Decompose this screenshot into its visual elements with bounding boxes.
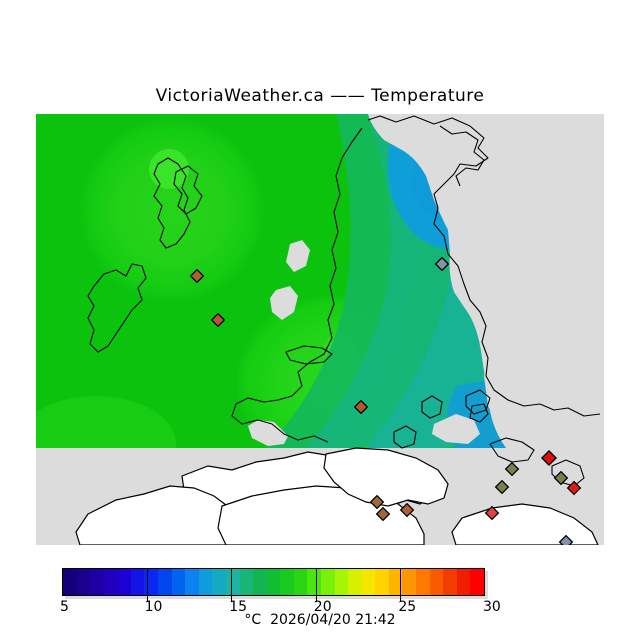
south-landmasses	[36, 447, 604, 545]
land-south-inner	[323, 447, 449, 507]
colorbar-band-21	[348, 569, 362, 595]
hot-core-northwest	[149, 149, 189, 189]
map-panel[interactable]	[36, 114, 604, 545]
colorbar-band-7	[158, 569, 172, 595]
colorbar-label-30: 30	[483, 599, 501, 615]
colorbar-band-26	[416, 569, 430, 595]
colorbar-band-15	[266, 569, 281, 595]
colorbar-band-24	[388, 569, 403, 595]
colorbar-band-8	[171, 569, 186, 595]
colorbar-band-3	[103, 569, 118, 595]
station-marker[interactable]	[553, 470, 569, 486]
station-marker[interactable]	[484, 505, 500, 521]
colorbar-band-25	[402, 569, 417, 595]
station-marker[interactable]	[353, 399, 369, 415]
island-small-east	[421, 395, 443, 419]
colorbar[interactable]	[62, 568, 485, 596]
colorbar-band-10	[198, 569, 213, 595]
station-marker[interactable]	[540, 449, 558, 467]
colorbar-label-20: 20	[313, 599, 332, 615]
station-markers[interactable]	[189, 256, 604, 545]
colorbar-band-17	[293, 569, 308, 595]
station-marker[interactable]	[399, 502, 415, 518]
colorbar-label-5: 5	[60, 599, 69, 615]
island-northwest-lobe	[173, 165, 203, 215]
colorbar-band-1	[76, 569, 91, 595]
colorbar-strip[interactable]	[62, 568, 485, 596]
station-marker[interactable]	[434, 256, 450, 272]
colorbar-band-6	[144, 569, 159, 595]
colorbar-band-28	[443, 569, 457, 595]
station-marker[interactable]	[566, 480, 582, 496]
colorbar-tick-labels: 5 10 15 20 25 30	[60, 599, 502, 617]
gray-peninsula-central	[248, 420, 288, 446]
station-marker[interactable]	[369, 494, 385, 510]
colorbar-band-22	[361, 569, 376, 595]
station-marker[interactable]	[375, 506, 391, 522]
gray-east-mainland	[432, 146, 604, 448]
island-small-east-3	[469, 403, 489, 423]
warm-anomaly-northwest	[80, 118, 264, 302]
colorbar-band-27	[429, 569, 444, 595]
colorbar-band-14	[253, 569, 267, 595]
coast-se-harbour	[489, 437, 535, 463]
page-title: VictoriaWeather.ca —— Temperature	[155, 86, 485, 106]
station-marker[interactable]	[558, 534, 574, 545]
coast-east-main	[367, 115, 601, 417]
station-marker[interactable]	[504, 461, 520, 477]
colorbar-caption: °C 2026/04/20 21:42	[244, 612, 396, 628]
colorbar-band-2	[90, 569, 104, 595]
colorbar-band-13	[239, 569, 254, 595]
colorbar-band-11	[212, 569, 226, 595]
island-northwest	[153, 157, 191, 249]
gray-ne-wedge	[498, 114, 604, 154]
colorbar-band-9	[185, 569, 199, 595]
colorbar-band-12	[225, 569, 240, 595]
colorbar-band-18	[307, 569, 321, 595]
colorbar-band-16	[280, 569, 294, 595]
island-small-south	[393, 425, 417, 449]
gray-peninsula-south	[432, 414, 480, 444]
coast-west-inner	[231, 127, 363, 443]
coast-ne-inlet	[439, 125, 485, 187]
station-marker[interactable]	[494, 479, 510, 495]
temperature-map[interactable]	[36, 114, 604, 545]
colorbar-band-0	[63, 569, 77, 595]
colorbar-band-19	[320, 569, 335, 595]
colorbar-band-5	[130, 569, 145, 595]
island-central-bar	[285, 345, 333, 365]
colorbar-band-23	[375, 569, 389, 595]
island-west-long	[87, 263, 147, 353]
colorbar-label-15: 15	[229, 599, 248, 615]
gray-peninsula-north	[286, 240, 310, 272]
colorbar-label-10: 10	[144, 599, 163, 615]
coastline-layer	[87, 115, 601, 487]
colorbar-band-30	[470, 569, 484, 595]
colorbar-band-29	[456, 569, 471, 595]
colorbar-band-20	[334, 569, 349, 595]
station-marker[interactable]	[210, 312, 226, 328]
colorbar-label-25: 25	[398, 599, 417, 615]
colorbar-band-4	[117, 569, 131, 595]
station-marker[interactable]	[189, 268, 205, 284]
warm-lobe-southwest	[36, 396, 176, 448]
coast-se-bay	[551, 459, 585, 487]
gray-peninsula-west	[270, 286, 298, 320]
